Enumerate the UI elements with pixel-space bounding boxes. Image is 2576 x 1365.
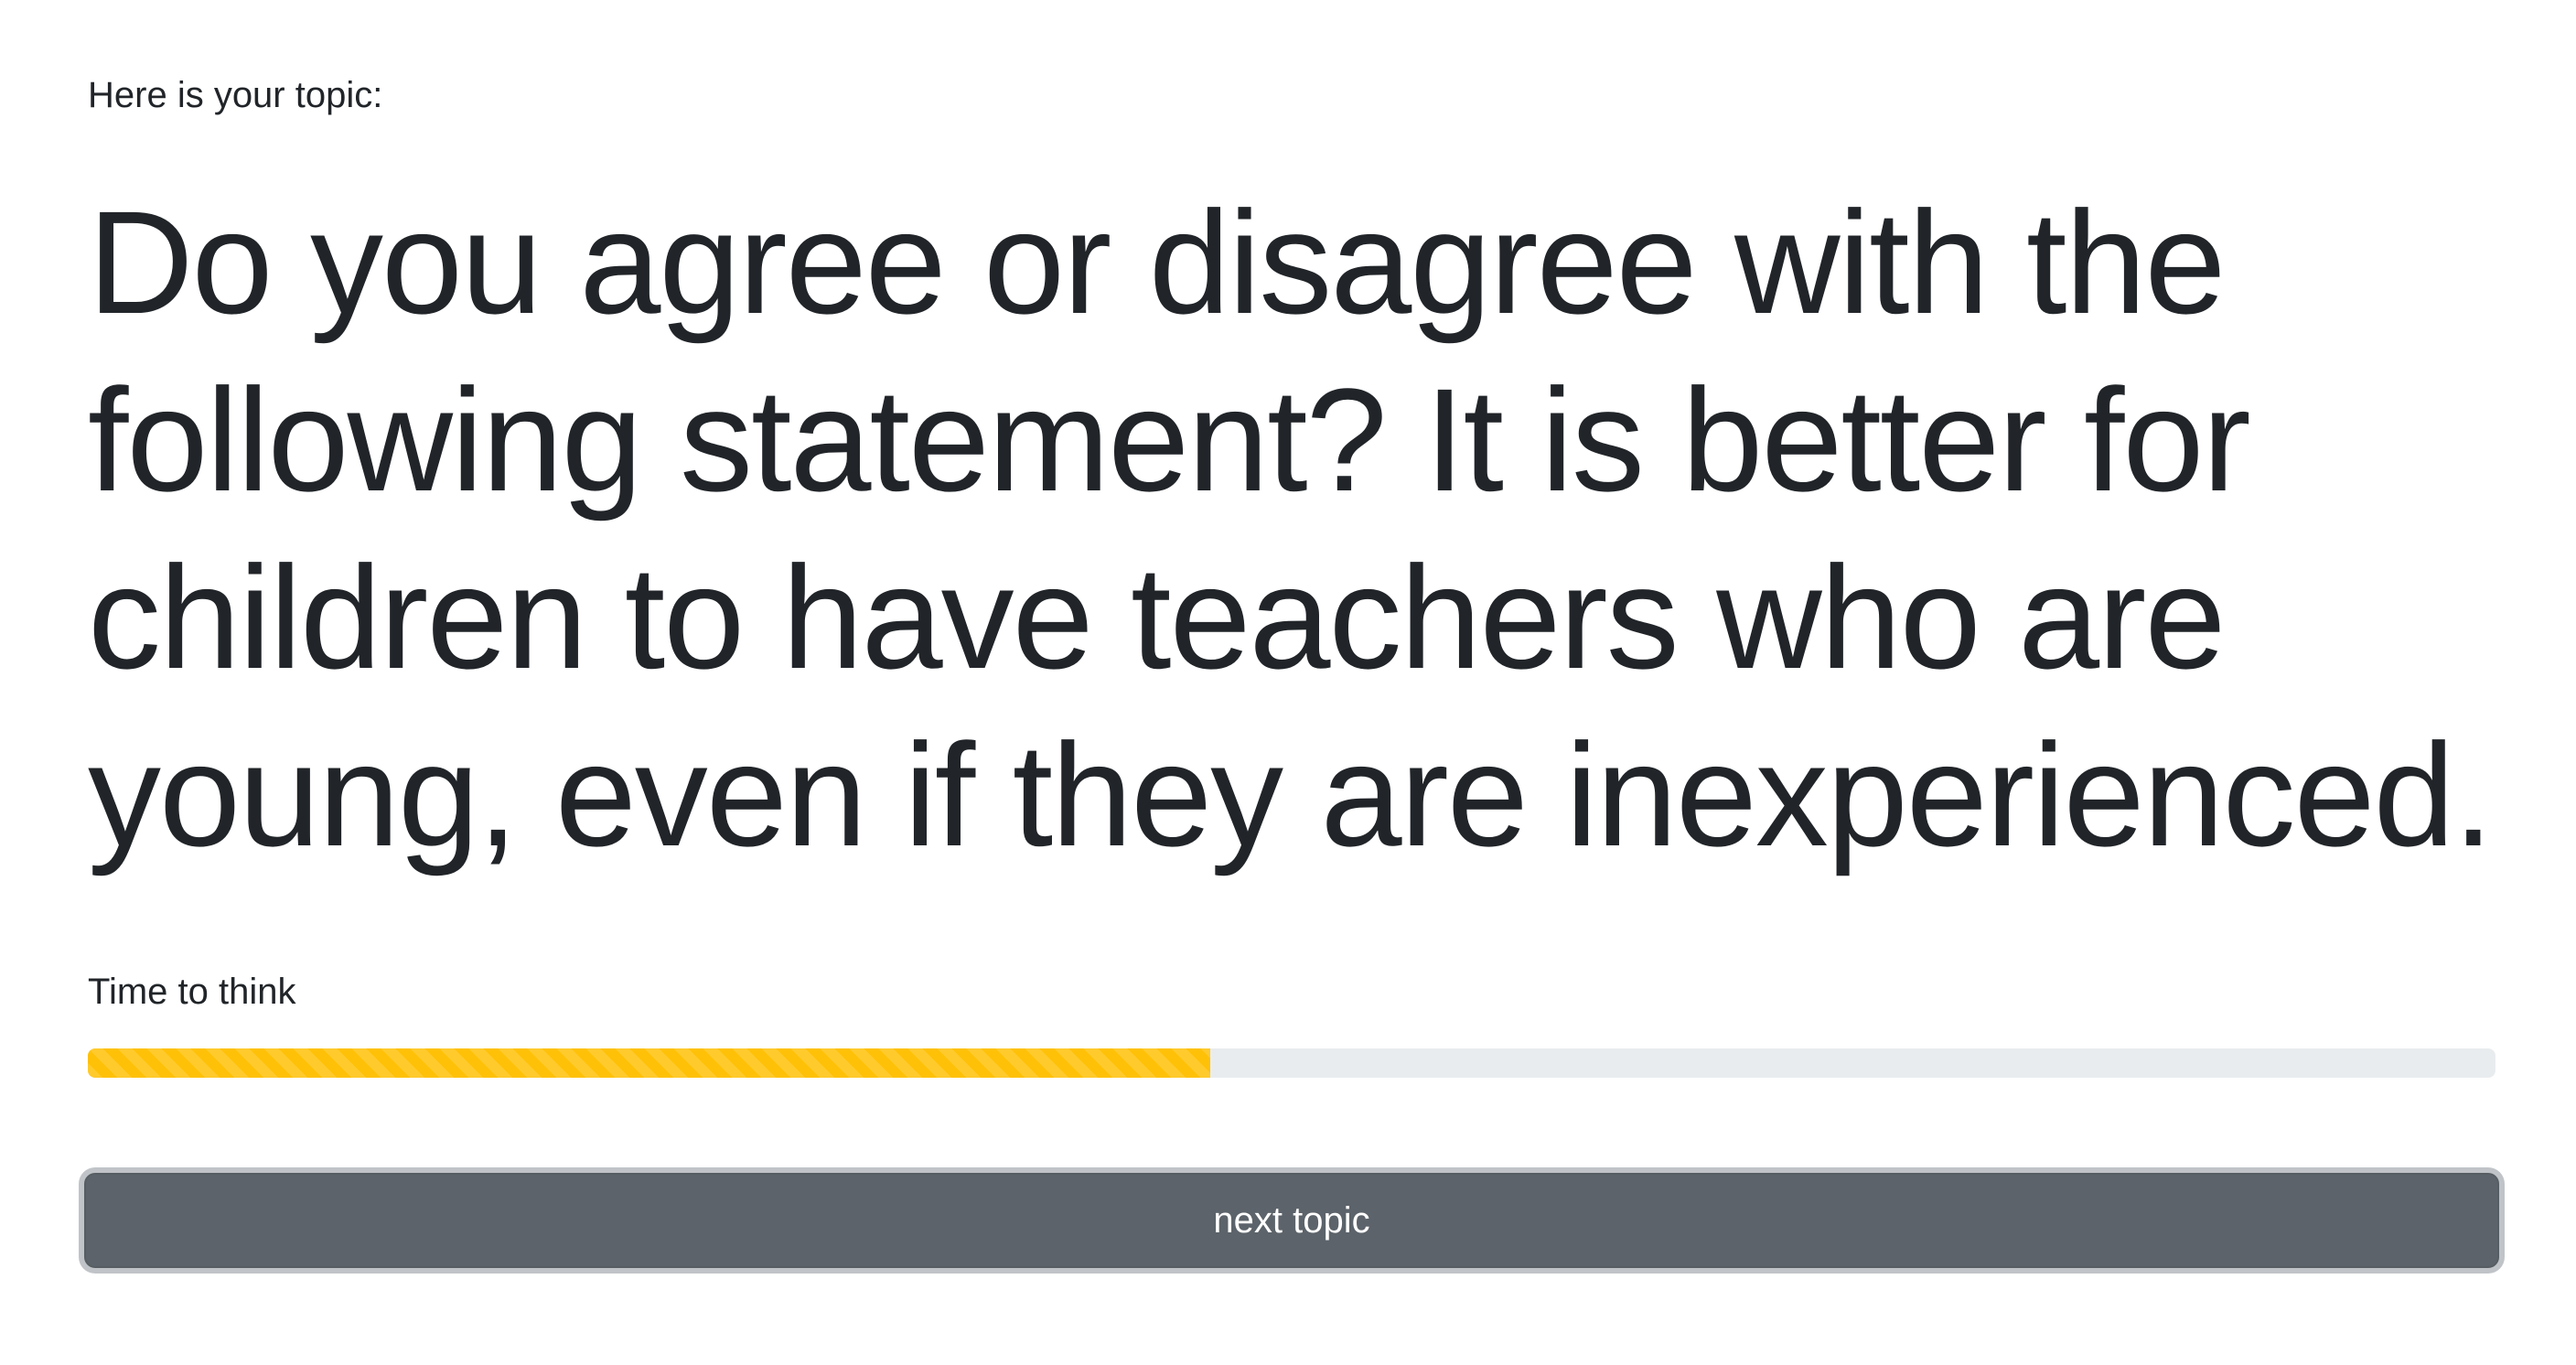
- next-topic-button[interactable]: next topic: [84, 1173, 2499, 1268]
- topic-statement: It is better for children to have teache…: [88, 358, 2494, 876]
- topic-text: Do you agree or disagree with the follow…: [88, 174, 2496, 884]
- topic-prompt: Do you agree or disagree with the follow…: [88, 180, 2226, 521]
- timer-label: Time to think: [88, 972, 296, 1012]
- think-time-progress-track: [88, 1048, 2496, 1078]
- intro-label: Here is your topic:: [88, 75, 383, 115]
- think-time-progress-bar: [88, 1048, 1210, 1078]
